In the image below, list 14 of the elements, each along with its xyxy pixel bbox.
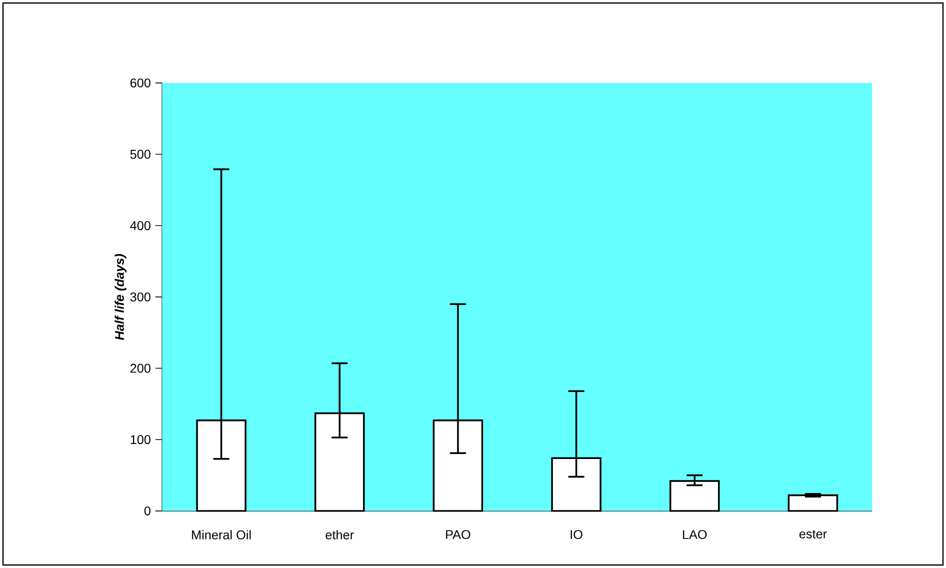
x-tick-label: PAO — [446, 530, 470, 540]
y-tick-label: 400 — [130, 221, 150, 230]
y-axis-title: Half life (days) — [114, 254, 126, 340]
y-tick-label: 300 — [130, 292, 150, 302]
x-tick-label: LAO — [682, 530, 707, 540]
y-tick-label: 100 — [130, 435, 150, 444]
y-tick-label: 200 — [130, 364, 150, 373]
y-tick-label: 500 — [130, 150, 150, 159]
y-tick-label: 0 — [144, 506, 150, 516]
x-tick-label: ether — [326, 530, 354, 540]
x-tick-label: IO — [570, 530, 582, 540]
x-tick-label: ester — [799, 530, 827, 538]
x-tick-label: Mineral Oil — [192, 530, 251, 540]
y-tick-label: 600 — [130, 78, 150, 88]
